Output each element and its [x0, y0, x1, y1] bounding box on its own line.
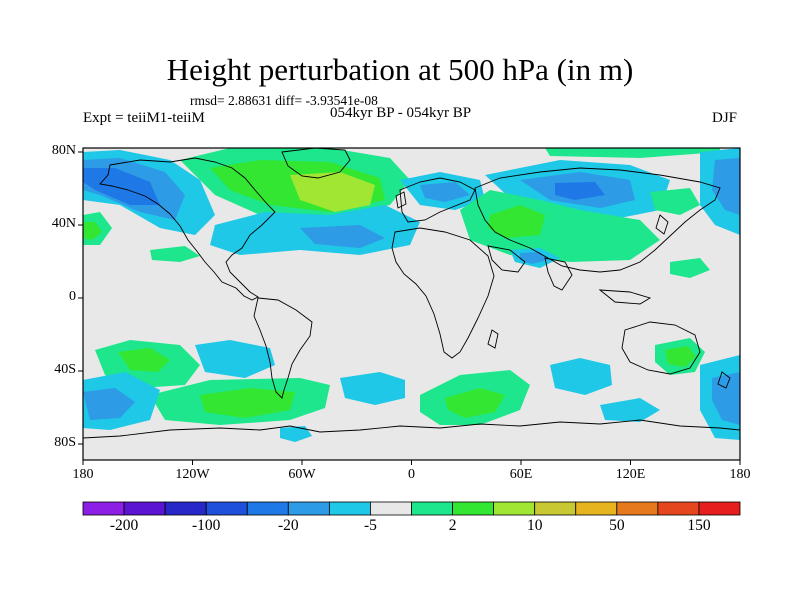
colorbar-label: -200 — [109, 517, 139, 534]
lon-label: 120E — [615, 467, 646, 482]
colorbar-label: -100 — [191, 517, 221, 534]
positive-anomaly — [118, 348, 170, 372]
positive-anomaly — [670, 258, 710, 278]
stats-label: rmsd= 2.88631 diff= -3.93541e-08 — [190, 93, 378, 108]
colorbar-swatch — [493, 501, 536, 516]
positive-anomaly — [460, 190, 660, 262]
lon-label: 60E — [509, 467, 533, 482]
negative-anomaly — [340, 372, 405, 405]
experiment-label: Expt = teiiM1-teiiM — [83, 110, 205, 126]
negative-anomaly — [712, 372, 740, 425]
colorbar-swatch — [534, 501, 577, 516]
colorbar-swatch — [287, 501, 330, 516]
positive-anomaly — [488, 205, 545, 238]
positive-anomaly — [445, 388, 505, 418]
positive-anomaly — [665, 346, 696, 367]
positive-anomaly — [200, 388, 295, 418]
negative-anomaly — [520, 252, 548, 264]
lon-label: 0 — [408, 467, 415, 482]
anomaly-field-south — [83, 338, 740, 442]
colorbar — [82, 501, 741, 516]
negative-anomaly — [195, 340, 275, 378]
positive-anomaly — [83, 222, 102, 240]
negative-anomaly — [550, 358, 612, 395]
lon-label: 60W — [288, 467, 316, 482]
positive-anomaly — [150, 246, 200, 262]
coastlines — [83, 148, 740, 439]
colorbar-swatch — [205, 501, 248, 516]
positive-anomaly — [290, 172, 375, 212]
lon-label: 180 — [72, 467, 94, 482]
colorbar-swatch — [575, 501, 618, 516]
season-label: DJF — [712, 110, 738, 126]
negative-anomaly — [83, 168, 160, 205]
colorbar-label: -20 — [277, 517, 299, 534]
plot-title: Height perturbation at 500 hPa (in m) — [166, 52, 634, 87]
colorbar-label: 2 — [448, 517, 457, 534]
colorbar-swatch — [411, 501, 453, 516]
colorbar-label: 150 — [687, 517, 711, 534]
lon-label: 180 — [729, 467, 751, 482]
negative-anomaly — [300, 225, 385, 248]
positive-anomaly — [545, 148, 720, 158]
colorbar-swatch — [657, 501, 700, 516]
colorbar-swatch — [698, 501, 741, 516]
negative-anomaly — [600, 398, 660, 422]
lat-label: 40S — [54, 362, 76, 377]
colorbar-swatch — [123, 501, 166, 516]
negative-anomaly — [420, 182, 470, 202]
negative-anomaly — [83, 388, 135, 420]
axis-ticks — [78, 151, 741, 465]
lat-label: 80N — [51, 143, 76, 158]
colorbar-swatch — [328, 501, 371, 516]
lat-label: 80S — [54, 435, 76, 450]
negative-anomaly — [280, 426, 312, 442]
period-label: 054kyr BP - 054kyr BP — [330, 105, 472, 121]
lat-label: 0 — [69, 289, 76, 304]
negative-anomaly — [712, 158, 740, 215]
colorbar-label: 10 — [526, 517, 543, 534]
colorbar-swatch — [82, 501, 125, 516]
colorbar-label: 50 — [609, 517, 625, 534]
lat-label: 40N — [51, 216, 76, 231]
colorbar-swatch — [616, 501, 659, 516]
positive-anomaly — [650, 188, 700, 215]
anomaly-field — [83, 148, 740, 278]
colorbar-swatch — [246, 501, 289, 516]
negative-anomaly — [555, 182, 605, 200]
lon-label: 120W — [175, 467, 210, 482]
colorbar-swatch — [164, 501, 207, 516]
colorbar-swatch — [370, 501, 412, 516]
colorbar-swatch — [452, 501, 495, 516]
colorbar-label: -5 — [363, 517, 377, 534]
